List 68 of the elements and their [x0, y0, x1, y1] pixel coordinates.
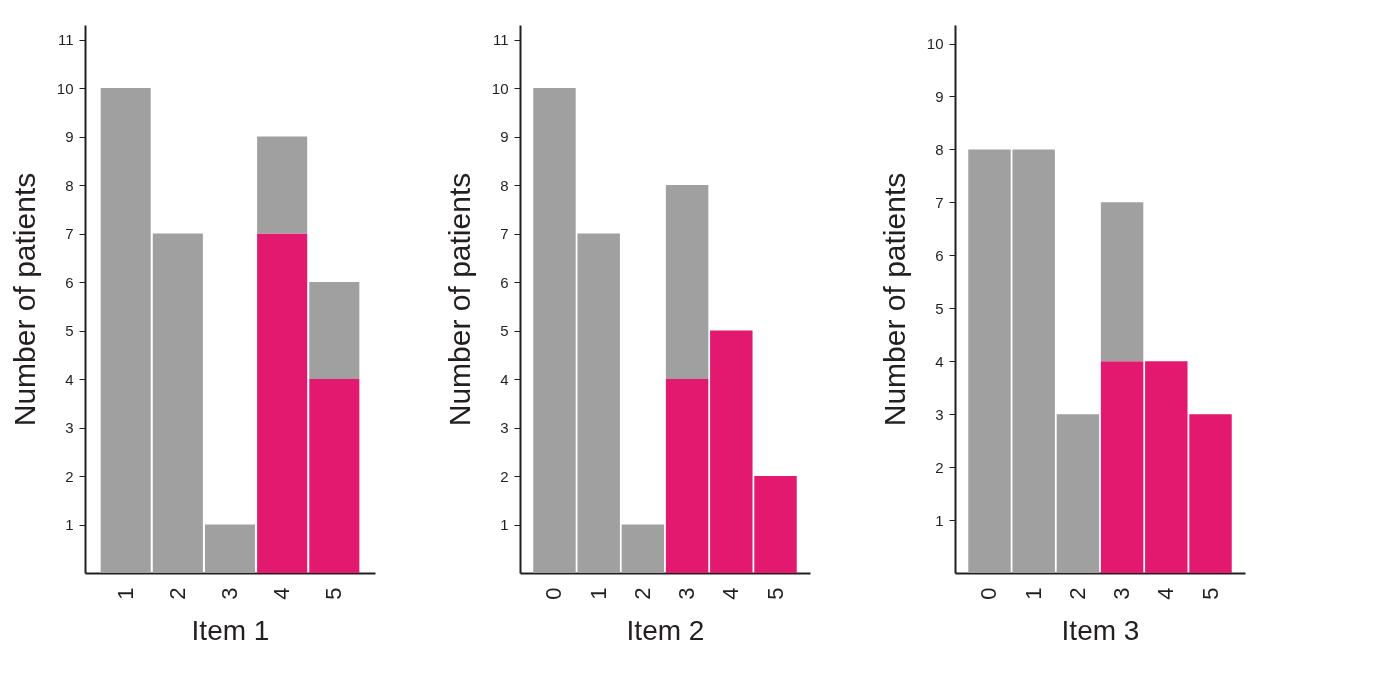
y-tick-label: 7 — [65, 225, 74, 243]
y-tick-label: 5 — [65, 322, 74, 340]
x-tick-label: 3 — [674, 587, 700, 600]
bar — [1100, 202, 1144, 362]
y-tick-label: 9 — [500, 128, 509, 146]
x-tick-label: 2 — [164, 587, 190, 600]
y-tick-label: 7 — [935, 193, 944, 211]
x-axis-title: Item 3 — [1061, 614, 1140, 646]
x-tick-label: 4 — [269, 587, 295, 600]
y-tick-label: 11 — [57, 31, 74, 49]
bar — [152, 233, 203, 573]
x-tick-label: 5 — [1197, 587, 1223, 600]
y-tick-label: 1 — [935, 511, 944, 529]
y-axis-title: Number of patients — [7, 172, 41, 427]
y-tick-label: 6 — [500, 273, 509, 291]
y-tick-label: 10 — [926, 35, 944, 53]
x-axis-title: Item 1 — [191, 614, 270, 646]
y-tick-label: 10 — [491, 79, 509, 97]
bar — [100, 88, 151, 573]
x-tick-label: 4 — [1153, 587, 1179, 600]
x-tick-label: 1 — [585, 587, 611, 600]
y-axis-title: Number of patients — [877, 172, 911, 427]
x-tick-label: 2 — [1064, 587, 1090, 600]
x-tick-label: 0 — [541, 587, 567, 600]
y-tick-label: 7 — [500, 225, 509, 243]
y-tick-label: 6 — [935, 246, 944, 264]
x-tick-label: 3 — [217, 587, 242, 600]
x-tick-label: 1 — [1020, 587, 1046, 600]
y-tick-label: 4 — [65, 370, 74, 388]
bar — [309, 282, 360, 380]
y-tick-label: 1 — [65, 516, 74, 533]
x-tick-label: 0 — [976, 587, 1002, 600]
y-tick-label: 8 — [65, 176, 74, 194]
y-tick-label: 5 — [935, 299, 944, 317]
y-tick-label: 11 — [492, 31, 509, 49]
y-tick-label: 2 — [65, 467, 74, 485]
bar — [665, 185, 709, 380]
x-tick-label: 3 — [1109, 587, 1135, 600]
y-tick-label: 9 — [935, 87, 944, 105]
y-tick-label: 6 — [65, 273, 74, 291]
bar — [257, 233, 308, 573]
y-tick-label: 3 — [500, 419, 509, 437]
y-axis-title: Number of patients — [442, 172, 476, 427]
y-tick-label: 5 — [500, 322, 509, 340]
x-tick-label: 5 — [321, 587, 347, 600]
y-tick-label: 2 — [935, 458, 944, 476]
y-tick-label: 8 — [500, 176, 509, 194]
bar — [1100, 361, 1144, 573]
bar — [621, 524, 665, 573]
y-tick-label: 10 — [56, 79, 74, 97]
bar — [309, 379, 360, 573]
y-tick-label: 4 — [500, 370, 509, 388]
x-tick-label: 2 — [629, 587, 655, 600]
y-tick-label: 2 — [500, 467, 509, 485]
bar — [1056, 414, 1100, 573]
y-tick-label: 3 — [935, 405, 944, 423]
x-tick-label: 4 — [718, 587, 744, 600]
y-tick-label: 3 — [65, 419, 74, 437]
y-tick-label: 8 — [935, 140, 944, 158]
bar — [257, 136, 308, 234]
y-tick-label: 4 — [935, 352, 944, 370]
x-tick-label: 5 — [762, 587, 788, 600]
y-tick-label: 1 — [500, 516, 509, 533]
y-tick-label: 9 — [65, 128, 74, 146]
x-axis-title: Item 2 — [626, 614, 705, 646]
bar — [665, 379, 709, 573]
x-tick-label: 1 — [112, 587, 138, 600]
bar — [204, 524, 256, 573]
